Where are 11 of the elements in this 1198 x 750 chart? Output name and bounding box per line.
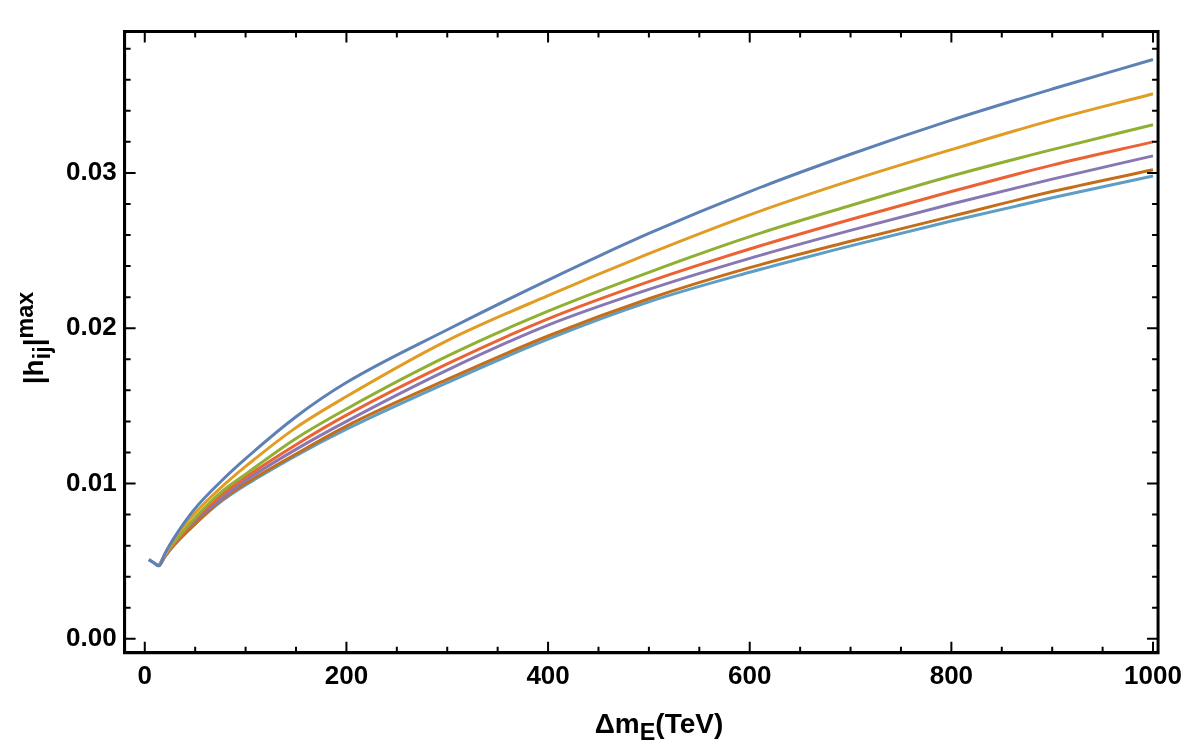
y-tick-label: 0.02	[65, 311, 117, 342]
x-tick-label: 0	[137, 659, 152, 690]
x-tick-label: 800	[929, 659, 974, 690]
y-tick-label: 0.01	[65, 466, 117, 497]
y-tick-label: 0.00	[65, 621, 117, 652]
x-axis-title: Δm$_{E}$(TeV)	[593, 708, 725, 746]
x-tick-label: 400	[526, 659, 570, 690]
y-tick-label: 0.03	[65, 156, 117, 187]
x-tick-label: 1000	[1124, 659, 1182, 690]
x-tick-label: 600	[728, 659, 772, 690]
x-tick-label: 200	[324, 659, 369, 690]
